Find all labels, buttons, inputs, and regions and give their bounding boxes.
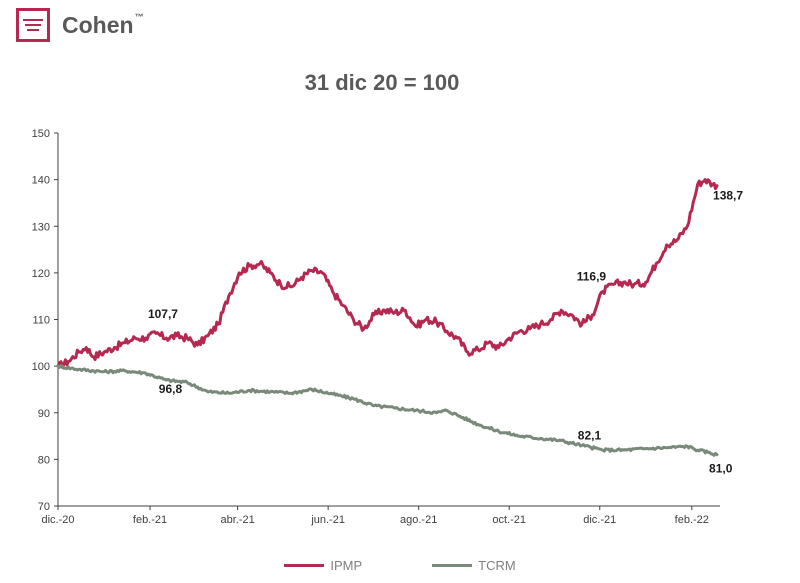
y-tick-label: 110 bbox=[32, 315, 50, 327]
y-tick-label: 140 bbox=[32, 175, 50, 187]
x-tick-label: feb.-21 bbox=[133, 514, 167, 526]
data-label: 138,7 bbox=[713, 189, 743, 203]
data-label: 107,7 bbox=[148, 307, 178, 321]
y-tick-label: 80 bbox=[38, 454, 50, 466]
brand-logo: Cohen™ bbox=[16, 8, 144, 42]
legend-item-ipmp: IPMP bbox=[284, 558, 362, 573]
chart-legend: IPMP TCRM bbox=[0, 558, 800, 573]
x-tick-label: oct.-21 bbox=[492, 514, 526, 526]
legend-swatch-tcrm bbox=[432, 564, 473, 567]
legend-label-tcrm: TCRM bbox=[478, 558, 516, 573]
data-label: 82,1 bbox=[578, 429, 602, 443]
x-tick-label: dic.-21 bbox=[583, 514, 616, 526]
series-line-tcrm bbox=[56, 364, 719, 457]
legend-swatch-ipmp bbox=[284, 564, 325, 567]
y-tick-label: 90 bbox=[38, 408, 50, 420]
data-label: 96,8 bbox=[159, 382, 183, 396]
series-line-ipmp bbox=[56, 178, 719, 369]
brand-name: Cohen™ bbox=[62, 12, 144, 39]
x-tick-label: ago.-21 bbox=[400, 514, 437, 526]
x-tick-label: feb.-22 bbox=[675, 514, 709, 526]
chart-title: 31 dic 20 = 100 bbox=[304, 70, 460, 95]
brand-tm: ™ bbox=[134, 11, 144, 22]
logo-icon bbox=[16, 8, 50, 42]
y-tick-label: 130 bbox=[32, 221, 50, 233]
data-label: 116,9 bbox=[577, 269, 607, 283]
x-tick-label: abr.-21 bbox=[220, 514, 254, 526]
y-tick-label: 150 bbox=[32, 128, 50, 140]
brand-name-text: Cohen bbox=[62, 11, 134, 38]
y-tick-label: 70 bbox=[38, 501, 50, 513]
x-tick-label: dic.-20 bbox=[41, 514, 74, 526]
y-tick-label: 120 bbox=[32, 268, 50, 280]
data-label: 81,0 bbox=[709, 462, 733, 476]
legend-label-ipmp: IPMP bbox=[330, 558, 363, 573]
x-tick-label: jun.-21 bbox=[310, 514, 345, 526]
y-tick-label: 100 bbox=[32, 361, 50, 373]
legend-item-tcrm: TCRM bbox=[432, 558, 516, 573]
